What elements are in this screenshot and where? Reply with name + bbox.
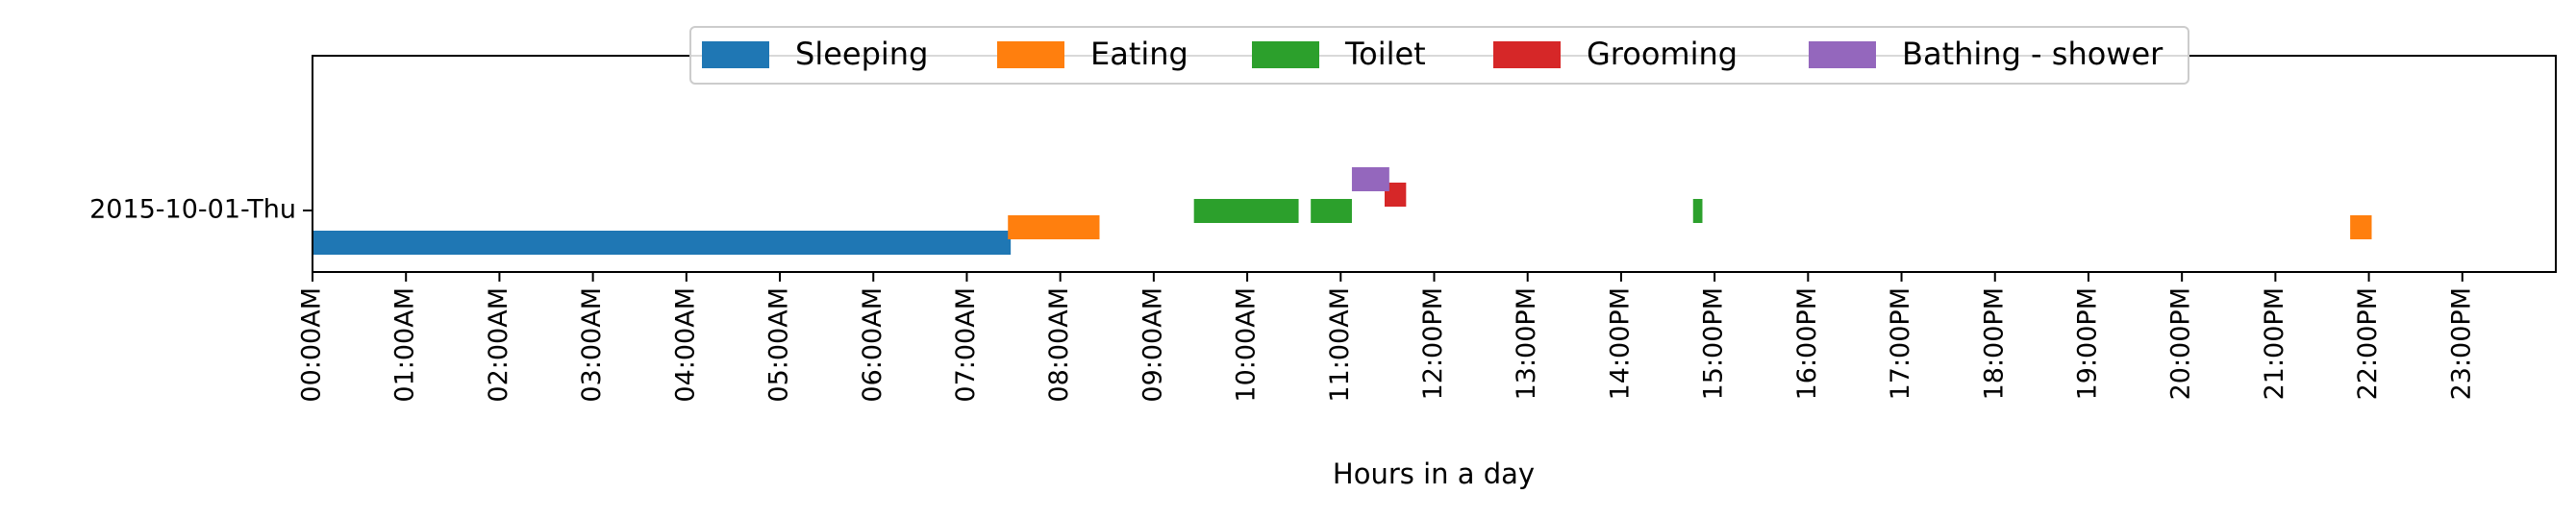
bar-toilet (1692, 199, 1703, 223)
x-tick-label: 13:00PM (1512, 287, 1541, 400)
bar-grooming (1384, 183, 1407, 207)
x-tick-label: 00:00AM (297, 287, 327, 403)
legend-swatch-eating (997, 41, 1064, 68)
x-tick-label: 19:00PM (2072, 287, 2102, 400)
legend-swatch-grooming (1493, 41, 1561, 68)
x-tick-label: 14:00PM (1605, 287, 1635, 400)
x-tick-label: 18:00PM (1979, 287, 2009, 400)
x-tick-label: 03:00AM (577, 287, 607, 403)
x-tick-label: 17:00PM (1886, 287, 1915, 400)
x-tick-label: 21:00PM (2260, 287, 2289, 400)
x-tick-label: 10:00AM (1232, 287, 1262, 403)
bar-eating (2350, 215, 2372, 239)
x-tick-label: 20:00PM (2166, 287, 2196, 400)
legend: Sleeping Eating Toilet Grooming Bathing - sh… (689, 26, 2189, 85)
x-tick-label: 04:00AM (670, 287, 700, 403)
x-tick-label: 12:00PM (1418, 287, 1448, 400)
x-axis: 00:00AM 01:00AM 02:00AM 03:00AM 04:00AM 05:00… (297, 272, 2476, 403)
x-tick-label: 16:00PM (1792, 287, 1822, 400)
activity-bars (313, 167, 2372, 255)
x-tick-label: 08:00AM (1044, 287, 1074, 403)
bar-toilet (1193, 199, 1299, 223)
legend-label-toilet: Toilet (1344, 36, 1426, 72)
x-tick-label: 06:00AM (858, 287, 888, 403)
x-tick-label: 11:00AM (1325, 287, 1355, 403)
y-axis: 2015-10-01-Thu (89, 195, 313, 225)
legend-label-sleeping: Sleeping (795, 36, 928, 72)
legend-swatch-bathing-shower (1809, 41, 1876, 68)
x-tick-label: 02:00AM (484, 287, 513, 403)
legend-label-eating: Eating (1090, 36, 1188, 72)
x-tick-label: 22:00PM (2353, 287, 2383, 400)
bar-bathing-shower (1351, 167, 1389, 191)
legend-swatch-toilet (1252, 41, 1319, 68)
x-tick-label: 09:00AM (1138, 287, 1167, 403)
bar-toilet (1311, 199, 1352, 223)
legend-box (689, 26, 2189, 85)
x-tick-label: 05:00AM (764, 287, 794, 403)
bar-sleeping (313, 231, 1012, 255)
legend-label-bathing-shower: Bathing - shower (1902, 36, 2163, 72)
bar-eating (1008, 215, 1100, 239)
x-tick-label: 07:00AM (951, 287, 981, 403)
x-tick-label: 23:00PM (2446, 287, 2476, 400)
x-tick-label: 01:00AM (390, 287, 420, 403)
x-axis-label: Hours in a day (1333, 457, 1535, 490)
legend-swatch-sleeping (702, 41, 769, 68)
x-tick-label: 15:00PM (1699, 287, 1729, 400)
legend-label-grooming: Grooming (1587, 36, 1738, 72)
y-tick-label: 2015-10-01-Thu (89, 195, 296, 225)
